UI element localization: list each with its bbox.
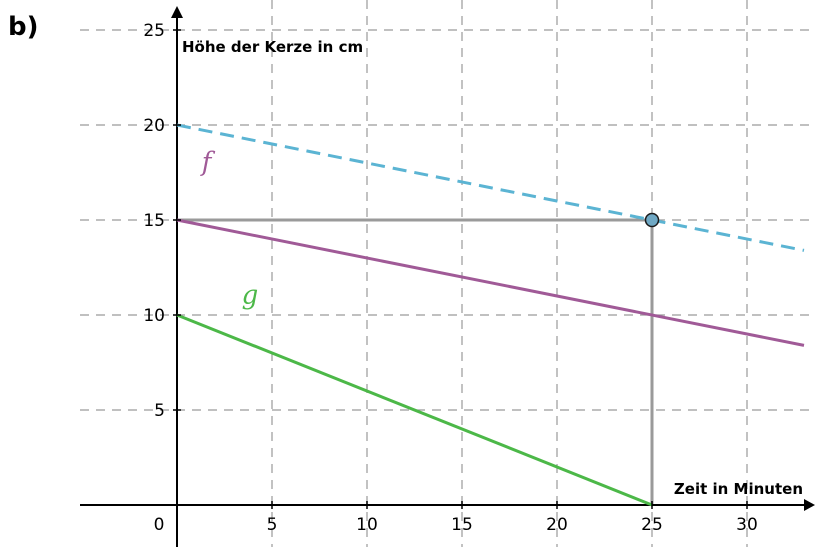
y-axis-label: Höhe der Kerze in cm xyxy=(182,38,363,56)
x-tick-label: 5 xyxy=(267,515,278,535)
y-tick-label: 5 xyxy=(154,401,165,421)
x-tick-label: 30 xyxy=(736,515,758,535)
y-tick-label: 10 xyxy=(143,306,165,326)
x-axis-arrow xyxy=(804,499,815,511)
x-tick-label: 20 xyxy=(546,515,568,535)
x-tick-label: 10 xyxy=(356,515,378,535)
series-line-f xyxy=(176,218,805,347)
tick-labels: 0 5 10 15 20 25 30 5 10 15 20 25 xyxy=(143,21,757,535)
x-tick-label: 0 xyxy=(154,515,165,535)
series-line-g xyxy=(176,313,653,507)
y-axis-arrow xyxy=(171,6,183,18)
y-tick-label: 25 xyxy=(143,21,165,41)
x-axis-label: Zeit in Minuten xyxy=(674,480,803,498)
marked-point-layer xyxy=(644,212,660,228)
series: fg xyxy=(176,123,805,507)
series-line-dashed xyxy=(176,123,805,252)
guide-lines xyxy=(177,218,654,505)
x-tick-label: 25 xyxy=(641,515,663,535)
y-tick-label: 20 xyxy=(143,116,165,136)
series-label-f: f xyxy=(200,148,216,178)
axis-labels: Höhe der Kerze in cm Zeit in Minuten xyxy=(182,38,803,498)
panel-label: b) xyxy=(8,12,39,42)
y-tick-label: 15 xyxy=(143,211,165,231)
axes xyxy=(80,6,815,547)
x-tick-label: 15 xyxy=(451,515,473,535)
marked-point xyxy=(644,212,660,228)
series-label-g: g xyxy=(242,281,259,311)
